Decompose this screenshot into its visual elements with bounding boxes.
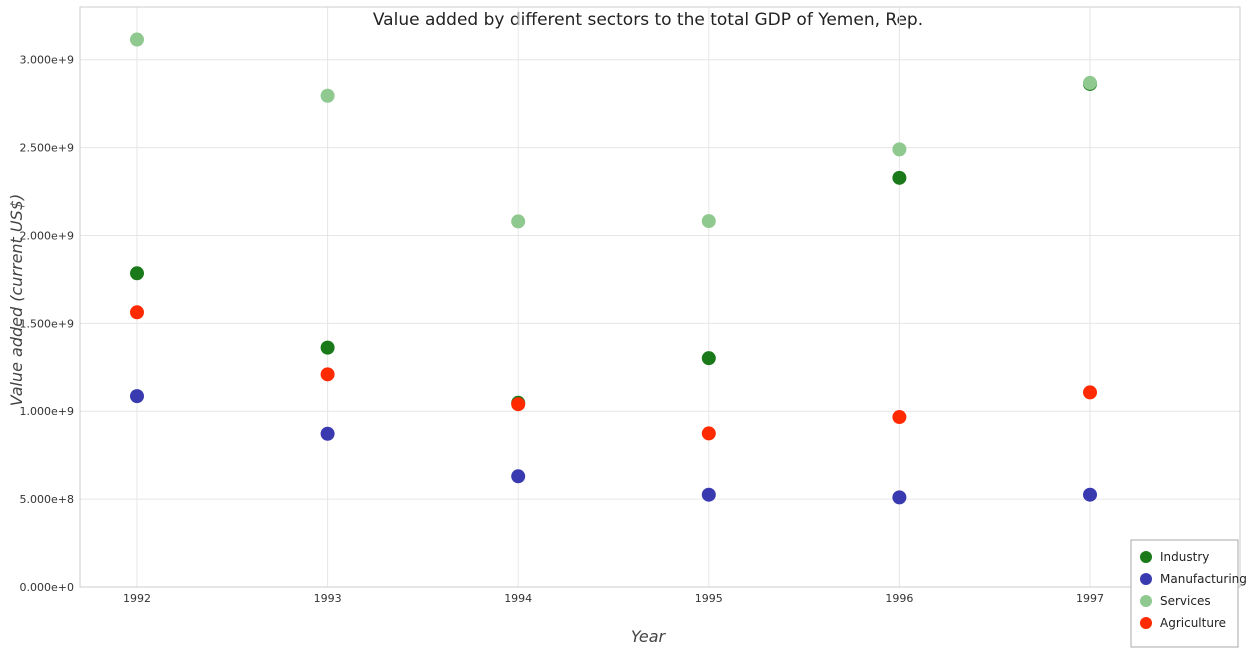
legend-marker-manufacturing: [1140, 573, 1152, 585]
x-tick-label: 1996: [885, 592, 913, 605]
point-services: [511, 214, 526, 229]
legend-marker-services: [1140, 595, 1152, 607]
point-services: [892, 142, 907, 157]
point-manufacturing: [1083, 487, 1097, 502]
legend: Industry Manufacturing Services Agriculture: [1130, 539, 1247, 648]
y-tick-label: 1.500e+9: [20, 317, 74, 330]
point-manufacturing: [511, 469, 526, 484]
data-points: [130, 32, 1097, 505]
x-tick-label: 1994: [504, 592, 532, 605]
legend-label-manufacturing: Manufacturing: [1160, 572, 1247, 586]
x-tick-label: 1993: [314, 592, 342, 605]
point-industry: [130, 266, 144, 281]
point-agriculture: [892, 410, 907, 425]
point-industry: [701, 351, 716, 366]
y-tick-label: 5.000e+8: [20, 493, 74, 506]
point-manufacturing: [892, 490, 907, 505]
plot-frame: [79, 6, 1241, 588]
x-ticks: 1992 1993 1994 1995 1996 1997: [123, 592, 1104, 605]
x-axis-label: Year: [631, 627, 667, 646]
y-tick-label: 0.000e+0: [20, 581, 74, 594]
chart-title: Value added by different sectors to the …: [373, 10, 923, 30]
legend-label-services: Services: [1160, 594, 1211, 608]
point-industry: [320, 340, 335, 355]
x-tick-label: 1997: [1076, 592, 1104, 605]
x-tick-label: 1995: [695, 592, 723, 605]
grid: [80, 7, 1240, 588]
y-tick-label: 3.000e+9: [20, 54, 74, 67]
y-tick-label: 2.500e+9: [20, 142, 74, 155]
point-manufacturing: [130, 389, 144, 404]
point-agriculture: [130, 305, 144, 320]
legend-label-industry: Industry: [1160, 550, 1209, 564]
point-services: [130, 32, 144, 47]
y-ticks: 0.000e+0 5.000e+8 1.000e+9 1.500e+9 2.000e+9…: [20, 54, 74, 594]
legend-marker-agriculture: [1140, 617, 1152, 629]
point-manufacturing: [701, 487, 716, 502]
point-agriculture: [511, 397, 526, 412]
point-industry: [892, 170, 907, 185]
point-agriculture: [320, 367, 335, 382]
y-tick-label: 1.000e+9: [20, 405, 74, 418]
x-tick-label: 1992: [123, 592, 151, 605]
point-services: [701, 214, 716, 229]
point-services: [320, 88, 335, 103]
y-tick-label: 2.000e+9: [20, 229, 74, 242]
legend-label-agriculture: Agriculture: [1160, 616, 1226, 630]
point-agriculture: [701, 426, 716, 441]
point-services: [1083, 75, 1097, 90]
point-agriculture: [1083, 385, 1097, 400]
legend-marker-industry: [1140, 551, 1152, 563]
point-manufacturing: [320, 426, 335, 441]
y-axis-label: Value added (current US$): [7, 194, 26, 406]
